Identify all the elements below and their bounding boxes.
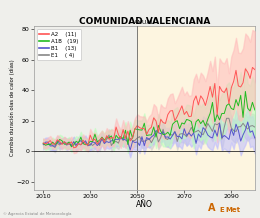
Text: E: E	[220, 206, 224, 213]
Bar	[137, 26, 255, 190]
Text: ANUAL: ANUAL	[134, 20, 155, 25]
Legend: A2    (11), A1B   (19), B1    (13), E1    ( 4): A2 (11), A1B (19), B1 (13), E1 ( 4)	[37, 29, 81, 60]
X-axis label: AÑO: AÑO	[136, 200, 153, 209]
Text: A: A	[208, 203, 216, 213]
Y-axis label: Cambio duración olas de calor (días): Cambio duración olas de calor (días)	[10, 60, 15, 156]
Text: Met: Met	[225, 206, 240, 213]
Title: COMUNIDAD VALENCIANA: COMUNIDAD VALENCIANA	[79, 17, 210, 26]
Bar	[34, 26, 137, 190]
Text: © Agencia Estatal de Meteorología: © Agencia Estatal de Meteorología	[3, 212, 71, 216]
